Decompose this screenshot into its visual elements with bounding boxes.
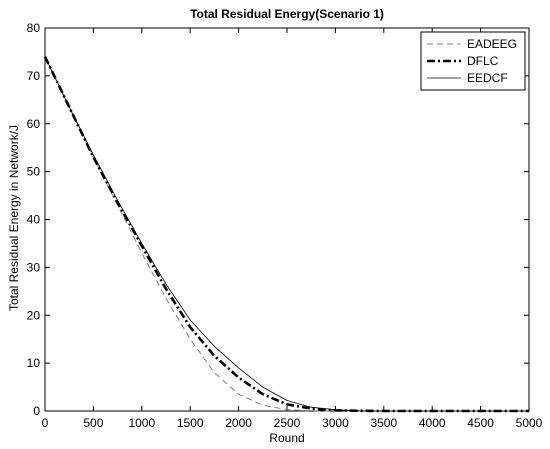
- y-tick-label: 80: [27, 21, 41, 35]
- x-tick-label: 500: [83, 416, 103, 430]
- series-line-eedcf: [44, 56, 529, 412]
- legend: EADEEG DFLC EEDCF: [420, 31, 526, 91]
- y-axis-label: Total Residual Energy in Network/J: [7, 125, 21, 311]
- y-tick-label: 40: [27, 213, 41, 227]
- legend-label-dflc: DFLC: [467, 54, 499, 68]
- x-tick-label: 4500: [467, 416, 494, 430]
- x-tick-label: 0: [42, 416, 49, 430]
- x-tick-label: 2500: [274, 416, 301, 430]
- x-axis-label: Round: [269, 431, 304, 445]
- y-tick-label: 20: [27, 308, 41, 322]
- series-line-dflc: [43, 56, 529, 413]
- x-tick-label: 4000: [419, 416, 446, 430]
- y-tick-label: 30: [27, 260, 41, 274]
- x-tick-label: 3500: [370, 416, 397, 430]
- legend-label-eedcf: EEDCF: [467, 71, 508, 85]
- x-tick-label: 1500: [177, 416, 204, 430]
- chart-title: Total Residual Energy(Scenario 1): [190, 7, 384, 21]
- y-tick-label: 70: [27, 69, 41, 83]
- y-tick-label: 60: [27, 117, 41, 131]
- y-tick-label: 0: [33, 404, 40, 418]
- y-tick-label: 50: [27, 165, 41, 179]
- x-tick-label: 3000: [322, 416, 349, 430]
- x-tick-label: 1000: [128, 416, 155, 430]
- x-tick-label: 2000: [225, 416, 252, 430]
- x-tick-label: 5000: [516, 416, 543, 430]
- plot-area: 0 500 1000 1500 2000 2500 3000 3500 4000 4500 5000…: [27, 21, 543, 430]
- legend-label-eadeeg: EADEEG: [467, 37, 517, 51]
- series-line-eadeeg: [44, 56, 529, 412]
- y-tick-label: 10: [27, 356, 41, 370]
